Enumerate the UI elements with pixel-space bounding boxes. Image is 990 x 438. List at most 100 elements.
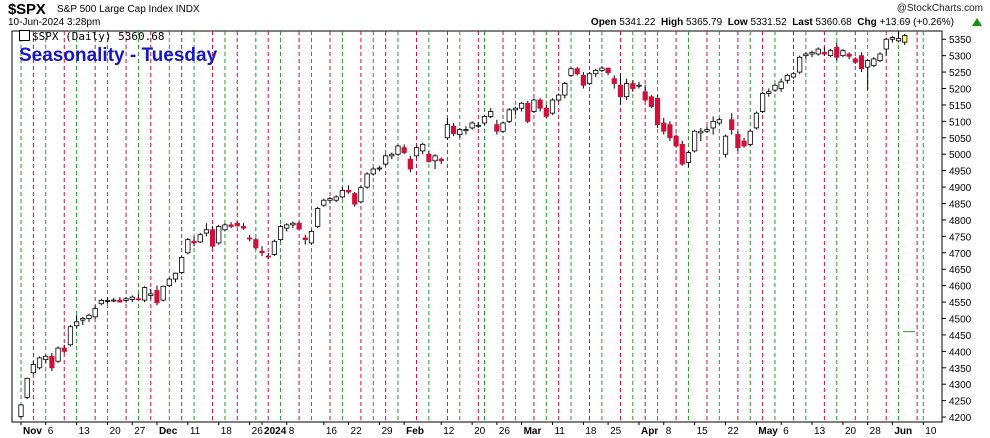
x-tick-label: 10 <box>925 426 937 437</box>
candle-body <box>407 158 413 170</box>
x-tick-label: Dec <box>159 426 178 437</box>
candle-body <box>228 224 234 227</box>
candle-body <box>92 308 98 318</box>
y-tick-label: 4500 <box>949 315 972 326</box>
y-tick-label: 5050 <box>949 134 972 145</box>
candle-body <box>352 193 358 205</box>
candle-body <box>148 293 154 296</box>
candle-body <box>698 130 704 134</box>
x-tick-label: Mar <box>524 426 542 437</box>
candle-body <box>290 222 296 226</box>
candle-body <box>426 153 432 162</box>
candle-body <box>821 51 828 55</box>
plot-frame <box>11 30 943 423</box>
candle-body <box>450 125 457 134</box>
y-tick-label: 5350 <box>949 35 972 46</box>
candle-body <box>253 239 259 249</box>
candle-body <box>722 135 729 155</box>
candle-body <box>568 68 574 76</box>
candle-body <box>240 226 247 229</box>
candle-body <box>166 278 172 287</box>
candle-body <box>710 120 716 129</box>
candle-body <box>247 237 253 240</box>
y-tick-label: 4950 <box>949 167 972 178</box>
chart-date: 10-Jun-2024 3:28pm <box>8 17 101 28</box>
y-tick-label: 5000 <box>949 150 972 161</box>
candle-body <box>401 147 407 153</box>
candle-body <box>549 99 556 114</box>
y-tick-label: 4650 <box>949 265 972 276</box>
candle-body <box>315 208 321 227</box>
candle-body <box>203 229 209 234</box>
y-tick-label: 5300 <box>949 52 972 63</box>
candle-body <box>840 50 846 57</box>
x-tick-label: 2024 <box>264 426 287 437</box>
candle-body <box>321 199 327 206</box>
y-tick-label: 5150 <box>949 101 972 112</box>
candle-body <box>61 347 67 352</box>
candle-body <box>18 404 24 417</box>
candle-body <box>827 50 834 57</box>
brand-watermark[interactable]: @StockCharts.com <box>896 3 983 14</box>
y-tick-label: 4450 <box>949 331 972 342</box>
candle-body <box>104 300 111 302</box>
ticker-symbol[interactable]: $SPX <box>8 1 46 18</box>
candle-body <box>883 38 889 50</box>
candle-body <box>654 97 661 126</box>
x-tick-label: 12 <box>443 426 455 437</box>
chart-overlay-title: Seasonality - Tuesday <box>19 45 218 66</box>
candle-body <box>389 153 395 157</box>
chart-header: $SPX S&P 500 Large Cap Index INDX @Stock… <box>0 0 990 32</box>
candle-body <box>617 84 624 98</box>
candle-body <box>543 107 549 117</box>
candle-body <box>457 129 463 135</box>
candle-body <box>506 109 512 122</box>
candle-body <box>259 250 265 254</box>
candle-body <box>364 173 370 188</box>
y-tick-label: 4850 <box>949 200 972 211</box>
candle-body <box>895 38 902 42</box>
candle-body <box>135 298 142 301</box>
x-tick-label: 20 <box>110 426 122 437</box>
x-tick-label: Jun <box>894 426 912 437</box>
candle-body <box>24 377 30 398</box>
y-tick-label: 4400 <box>949 347 972 358</box>
x-tick-label: 11 <box>554 426 565 437</box>
candle-body <box>302 237 308 241</box>
y-tick-label: 4750 <box>949 232 972 243</box>
x-tick-label: 11 <box>190 426 201 437</box>
candle-body <box>611 78 617 84</box>
y-tick-label: 4550 <box>949 298 972 309</box>
candle-body <box>383 155 389 165</box>
candle-body <box>86 314 92 319</box>
x-tick-label: Nov <box>23 426 42 437</box>
candle-body <box>234 222 240 227</box>
candle-body <box>636 84 642 87</box>
candle-body <box>790 73 797 78</box>
candle-body <box>500 122 506 132</box>
candle-body <box>586 73 593 84</box>
candle-body <box>624 83 630 98</box>
x-tick-label: 18 <box>585 426 597 437</box>
change-up-arrow-icon <box>972 18 982 26</box>
x-tick-label: 26 <box>252 426 264 437</box>
candle-body <box>55 347 61 362</box>
y-tick-label: 4600 <box>949 282 972 293</box>
x-tick-label: 15 <box>697 426 709 437</box>
y-tick-label: 4700 <box>949 249 972 260</box>
y-tick-label: 4900 <box>949 183 972 194</box>
candle-body <box>815 48 821 55</box>
y-tick-label: 4300 <box>949 380 972 391</box>
candle-body <box>197 234 203 243</box>
candle-body <box>296 222 302 230</box>
candle-body <box>475 124 481 127</box>
x-tick-label: 20 <box>845 426 857 437</box>
candle-body <box>704 129 710 132</box>
candle-body <box>729 119 735 130</box>
x-tick-label: 18 <box>221 426 233 437</box>
candle-body <box>179 256 185 273</box>
candle-body <box>438 158 444 162</box>
candle-body <box>574 68 580 75</box>
x-tick-label: 27 <box>134 426 146 437</box>
